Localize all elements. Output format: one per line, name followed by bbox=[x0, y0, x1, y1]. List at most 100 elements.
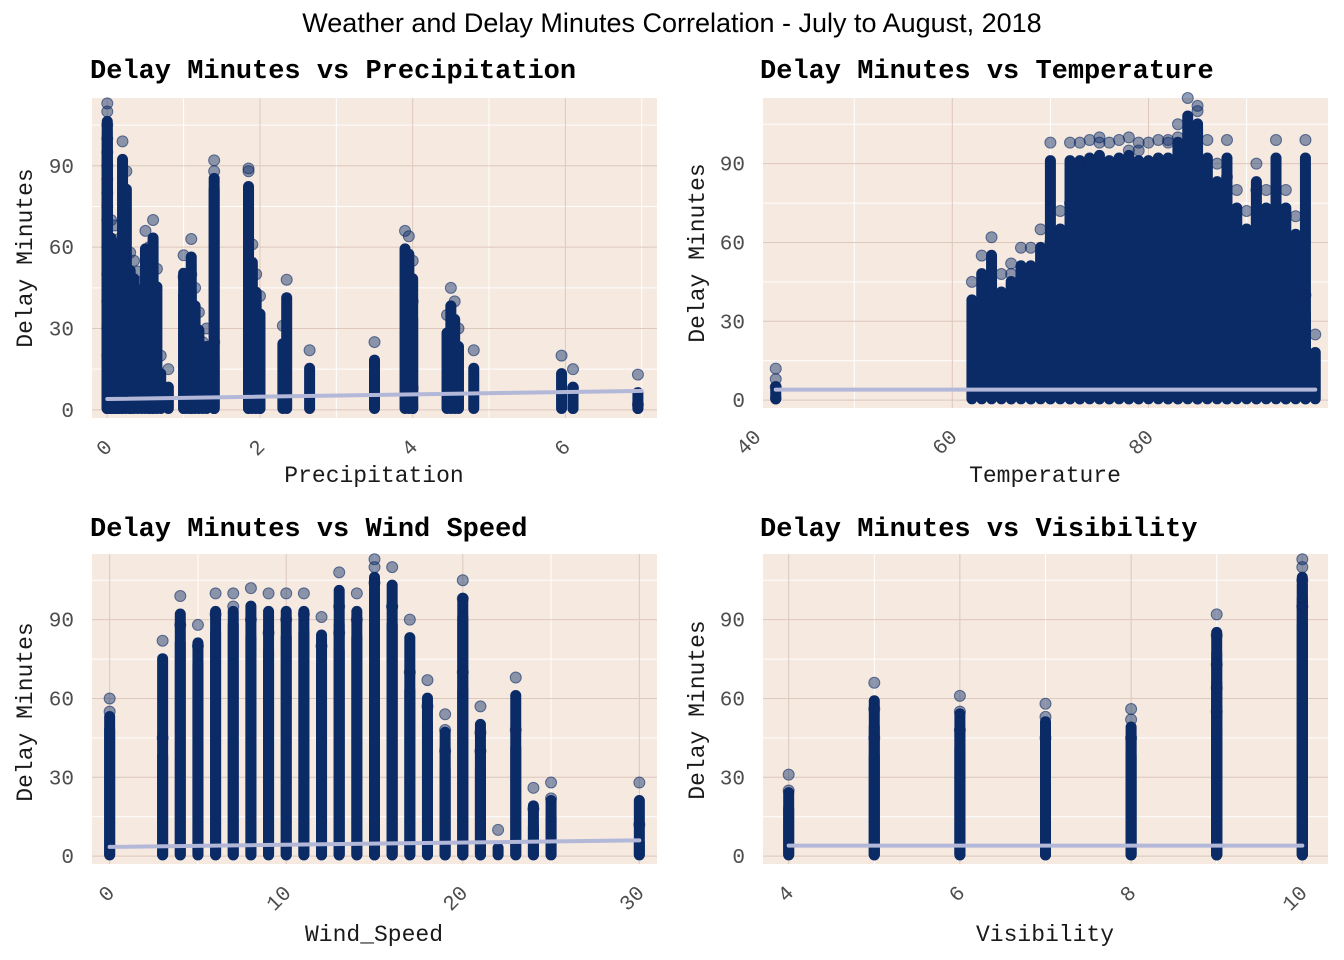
scatter-point bbox=[147, 214, 160, 227]
scatter-point bbox=[227, 587, 240, 600]
scatter-points bbox=[782, 553, 1309, 861]
x-tick-label: 10 bbox=[263, 883, 297, 917]
y-axis-label: Delay Minutes bbox=[13, 168, 39, 347]
scatter-point bbox=[1103, 170, 1116, 183]
scatter-point bbox=[209, 608, 222, 621]
scatter-point bbox=[101, 173, 114, 186]
scatter-point bbox=[139, 224, 152, 237]
scatter-point bbox=[242, 165, 255, 178]
x-tick-label: 6 bbox=[551, 437, 576, 462]
scatter-point bbox=[467, 344, 480, 357]
x-tick-label: 0 bbox=[95, 883, 120, 908]
x-tick-label: 4 bbox=[398, 437, 423, 462]
scatter-point bbox=[456, 592, 469, 605]
y-tick-label: 90 bbox=[720, 155, 745, 178]
scatter-point bbox=[782, 768, 795, 781]
y-tick-label: 0 bbox=[61, 401, 74, 424]
y-tick-label: 90 bbox=[720, 611, 745, 634]
x-tick-label: 4 bbox=[774, 883, 799, 908]
scatter-point bbox=[156, 634, 169, 647]
scatter-point bbox=[1142, 136, 1155, 149]
scatter-points bbox=[769, 92, 1322, 405]
scatter-point bbox=[1125, 713, 1138, 726]
y-tick-label: 30 bbox=[49, 320, 74, 343]
y-tick-label: 0 bbox=[732, 847, 745, 870]
y-tick-label: 30 bbox=[720, 768, 745, 791]
scatter-point bbox=[280, 273, 293, 286]
scatter-point bbox=[368, 336, 381, 349]
scatter-point bbox=[406, 254, 419, 267]
scatter-point bbox=[1113, 134, 1126, 147]
scatter-point bbox=[200, 322, 213, 335]
scatter-point bbox=[452, 322, 465, 335]
scatter-point bbox=[953, 705, 966, 718]
panel-temperature: 0 30 60 90 40 60 80 Delay Minutes vs Temperat… bbox=[685, 57, 1328, 489]
scatter-point bbox=[209, 587, 222, 600]
scatter-point bbox=[244, 582, 257, 595]
x-tick-label: 0 bbox=[93, 437, 118, 462]
trend-segment bbox=[107, 838, 642, 849]
scatter-point bbox=[1093, 136, 1106, 149]
scatter-point bbox=[555, 349, 568, 362]
scatter-point bbox=[1210, 658, 1223, 671]
scatter-point bbox=[174, 618, 187, 631]
scatter-point bbox=[1005, 268, 1018, 281]
scatter-point bbox=[1064, 197, 1077, 210]
scatter-point bbox=[456, 574, 469, 587]
scatter-point bbox=[421, 674, 434, 687]
x-tick-labels: 0 10 20 30 bbox=[95, 883, 650, 917]
scatter-point bbox=[782, 784, 795, 797]
panel-title: Delay Minutes vs Visibility bbox=[760, 515, 1197, 545]
panel-precipitation: 0 30 60 90 0 2 4 6 Delay Minutes vs Precipitat… bbox=[13, 57, 657, 489]
scatter-point bbox=[985, 231, 998, 244]
scatter-point bbox=[1250, 157, 1263, 170]
scatter-point bbox=[208, 165, 221, 178]
scatter-point bbox=[1039, 697, 1052, 710]
scatter-point bbox=[1270, 134, 1283, 147]
scatter-point bbox=[1296, 561, 1309, 574]
scatter-point bbox=[1210, 705, 1223, 718]
scatter-point bbox=[1024, 262, 1037, 275]
scatter-point bbox=[1162, 134, 1175, 147]
panel-visibility: 0 30 60 90 4 6 8 10 Delay Minutes vs Visibilit… bbox=[685, 515, 1328, 948]
scatter-point bbox=[1279, 183, 1292, 196]
scatter-point bbox=[474, 726, 487, 739]
scatter-point bbox=[280, 587, 293, 600]
scatter-point bbox=[1181, 92, 1194, 104]
scatter-point bbox=[103, 692, 116, 705]
y-tick-label: 60 bbox=[49, 238, 74, 261]
y-tick-label: 0 bbox=[61, 847, 74, 870]
x-axis-label: Precipitation bbox=[284, 463, 463, 489]
scatter-point bbox=[101, 159, 114, 172]
x-tick-label: 80 bbox=[1125, 427, 1159, 461]
x-axis-label: Temperature bbox=[969, 463, 1121, 489]
scatter-point bbox=[1201, 134, 1214, 147]
figure-title: Weather and Delay Minutes Correlation - … bbox=[302, 8, 1041, 38]
scatter-point bbox=[368, 561, 381, 574]
scatter-point bbox=[1210, 608, 1223, 621]
scatter-point bbox=[1296, 574, 1309, 587]
panel-title: Delay Minutes vs Precipitation bbox=[90, 57, 576, 87]
scatter-point bbox=[1122, 131, 1135, 144]
scatter-point bbox=[1191, 105, 1204, 118]
scatter-point bbox=[1024, 241, 1037, 254]
scatter-point bbox=[1132, 144, 1145, 157]
scatter-point bbox=[1250, 183, 1263, 196]
scatter-point bbox=[953, 689, 966, 702]
scatter-point bbox=[868, 676, 881, 689]
scatter-point bbox=[101, 105, 114, 118]
scatter-point bbox=[403, 613, 416, 626]
scatter-point bbox=[545, 792, 558, 805]
trend-line bbox=[107, 838, 642, 849]
y-tick-label: 60 bbox=[720, 233, 745, 256]
scatter-point bbox=[1279, 210, 1292, 223]
scatter-point bbox=[1299, 289, 1312, 302]
scatter-point bbox=[1039, 731, 1052, 744]
scatter-points bbox=[101, 97, 644, 415]
x-tick-label: 6 bbox=[946, 883, 971, 908]
scatter-point bbox=[262, 587, 275, 600]
scatter-point bbox=[1171, 131, 1184, 144]
scatter-point bbox=[333, 600, 346, 613]
y-tick-labels: 0 30 60 90 bbox=[720, 611, 745, 870]
